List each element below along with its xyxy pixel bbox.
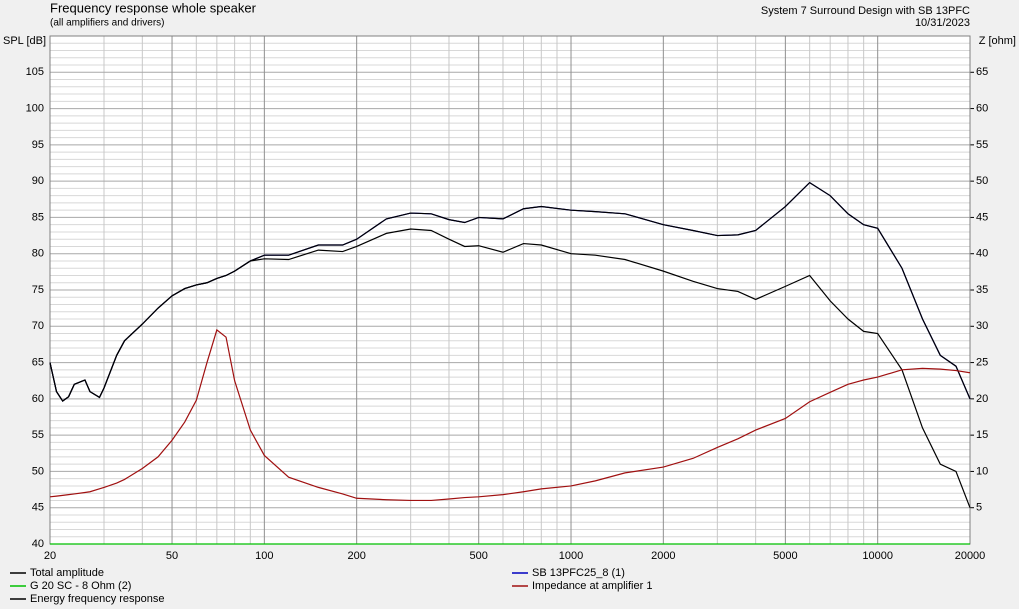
legend-label: Impedance at amplifier 1: [532, 580, 652, 592]
y-tick-label: 105: [26, 66, 44, 78]
chart-title: Frequency response whole speaker: [50, 0, 257, 15]
y2-tick-label: 45: [976, 211, 988, 223]
y-tick-label: 95: [32, 139, 44, 151]
y2-tick-label: 25: [976, 356, 988, 368]
y-tick-label: 85: [32, 211, 44, 223]
series-line: [49, 328, 971, 502]
y-tick-label: 40: [32, 538, 44, 550]
y-axis-label: SPL [dB]: [3, 35, 46, 47]
y-tick-label: 80: [32, 248, 44, 260]
y-tick-label: 60: [32, 393, 44, 405]
x-tick-label: 20: [44, 550, 56, 562]
x-tick-label: 1000: [559, 550, 583, 562]
x-tick-label: 20000: [955, 550, 986, 562]
chart-subtitle: (all amplifiers and drivers): [50, 18, 164, 29]
x-tick-label: 100: [255, 550, 273, 562]
y-tick-label: 75: [32, 284, 44, 296]
y-tick-label: 100: [26, 102, 44, 114]
series-line: [49, 228, 971, 508]
y2-tick-label: 15: [976, 429, 988, 441]
y2-tick-label: 60: [976, 102, 988, 114]
y-tick-label: 45: [32, 502, 44, 514]
y2-tick-label: 5: [976, 502, 982, 514]
y-tick-label: 90: [32, 175, 44, 187]
y2-tick-label: 40: [976, 248, 988, 260]
y-tick-label: 70: [32, 320, 44, 332]
project-name: System 7 Surround Design with SB 13PFC: [761, 5, 970, 17]
legend-label: Total amplitude: [30, 567, 104, 579]
y2-axis-label: Z [ohm]: [979, 35, 1016, 47]
x-tick-label: 500: [470, 550, 488, 562]
date: 10/31/2023: [915, 17, 970, 29]
y2-tick-label: 30: [976, 320, 988, 332]
legend-label: Energy frequency response: [30, 593, 165, 605]
x-tick-label: 2000: [651, 550, 675, 562]
legend-label: G 20 SC - 8 Ohm (2): [30, 580, 131, 592]
legend-label: SB 13PFC25_8 (1): [532, 567, 625, 579]
y2-tick-label: 55: [976, 139, 988, 151]
y2-tick-label: 35: [976, 284, 988, 296]
x-tick-label: 10000: [862, 550, 893, 562]
y2-tick-label: 10: [976, 465, 988, 477]
x-tick-label: 5000: [773, 550, 797, 562]
y2-tick-label: 20: [976, 393, 988, 405]
x-tick-label: 50: [166, 550, 178, 562]
y-tick-label: 55: [32, 429, 44, 441]
y2-tick-label: 65: [976, 66, 988, 78]
y-tick-label: 50: [32, 465, 44, 477]
y-tick-label: 65: [32, 356, 44, 368]
x-tick-label: 200: [347, 550, 365, 562]
y2-tick-label: 50: [976, 175, 988, 187]
